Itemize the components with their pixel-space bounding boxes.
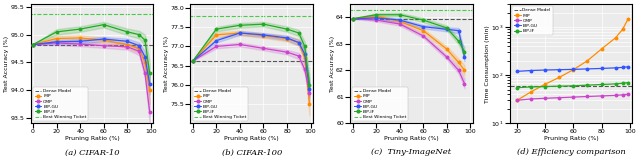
Legend: Dense Model, IMP, OMP, BiP-GU, BiP-IF, Best Winning Ticket: Dense Model, IMP, OMP, BiP-GU, BiP-IF, B… bbox=[193, 87, 248, 121]
Y-axis label: Test Accuracy (%): Test Accuracy (%) bbox=[330, 36, 335, 92]
Text: (a) CIFAR-10: (a) CIFAR-10 bbox=[65, 148, 119, 156]
Legend: Dense Model, IMP, OMP, BiP-GU, BiP-IF: Dense Model, IMP, OMP, BiP-GU, BiP-IF bbox=[512, 6, 552, 35]
Legend: Dense Model, IMP, OMP, BiP-GU, BiP-IF, Best Winning Ticket: Dense Model, IMP, OMP, BiP-GU, BiP-IF, B… bbox=[353, 87, 408, 121]
Text: (b) CIFAR-100: (b) CIFAR-100 bbox=[221, 148, 282, 156]
Text: (d) Efficiency comparison: (d) Efficiency comparison bbox=[517, 148, 625, 156]
X-axis label: Pruning Ratio (%): Pruning Ratio (%) bbox=[65, 136, 119, 141]
Y-axis label: Test Accuracy (%): Test Accuracy (%) bbox=[164, 36, 169, 92]
X-axis label: Pruning Ratio (%): Pruning Ratio (%) bbox=[384, 136, 439, 141]
Y-axis label: Time Consumption (min): Time Consumption (min) bbox=[485, 25, 490, 103]
Y-axis label: Test Accuracy (%): Test Accuracy (%) bbox=[4, 36, 9, 92]
Legend: Dense Model, IMP, OMP, BiP-GU, BiP-IF, Best Winning Ticket: Dense Model, IMP, OMP, BiP-GU, BiP-IF, B… bbox=[33, 87, 88, 121]
Text: (c)  Tiny-ImageNet: (c) Tiny-ImageNet bbox=[371, 148, 452, 156]
X-axis label: Pruning Ratio (%): Pruning Ratio (%) bbox=[544, 136, 598, 141]
X-axis label: Pruning Ratio (%): Pruning Ratio (%) bbox=[225, 136, 279, 141]
